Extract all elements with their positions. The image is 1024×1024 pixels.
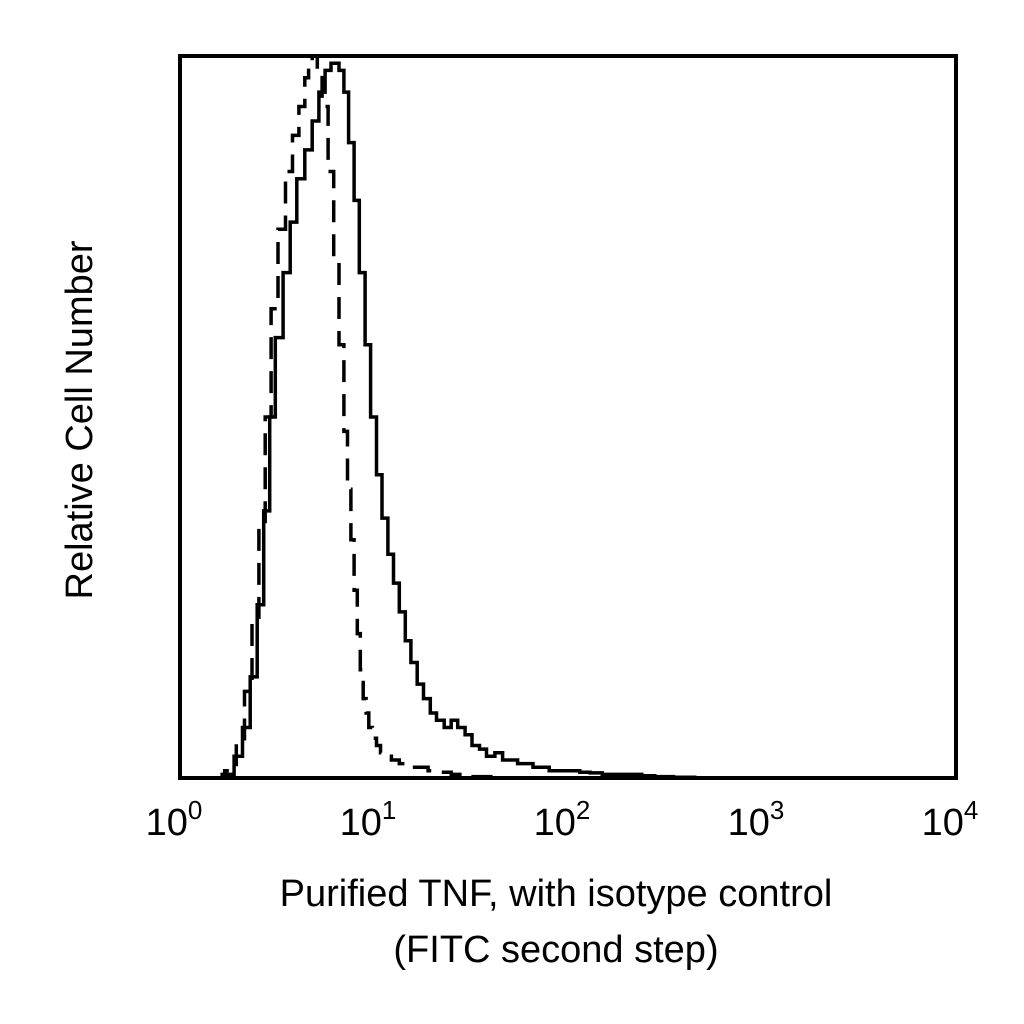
- series-layer: [180, 54, 956, 780]
- x-tick-label: 104: [922, 795, 979, 844]
- x-axis-title-line2: (FITC second step): [393, 929, 718, 971]
- y-axis-title: Relative Cell Number: [59, 240, 101, 599]
- x-tick-label: 102: [534, 795, 591, 844]
- series-dashed-isotype-line: [180, 54, 956, 780]
- x-tick-label: 100: [146, 795, 203, 844]
- x-tick-label: 101: [340, 795, 397, 844]
- x-axis-title: Purified TNF, with isotype control: [280, 873, 833, 915]
- plot-frame: [178, 54, 958, 780]
- series-solid-line: [180, 61, 956, 780]
- x-tick-labels: 100 101 102 103 104: [146, 795, 979, 844]
- plot-area: [178, 54, 958, 780]
- x-tick-label: 103: [728, 795, 785, 844]
